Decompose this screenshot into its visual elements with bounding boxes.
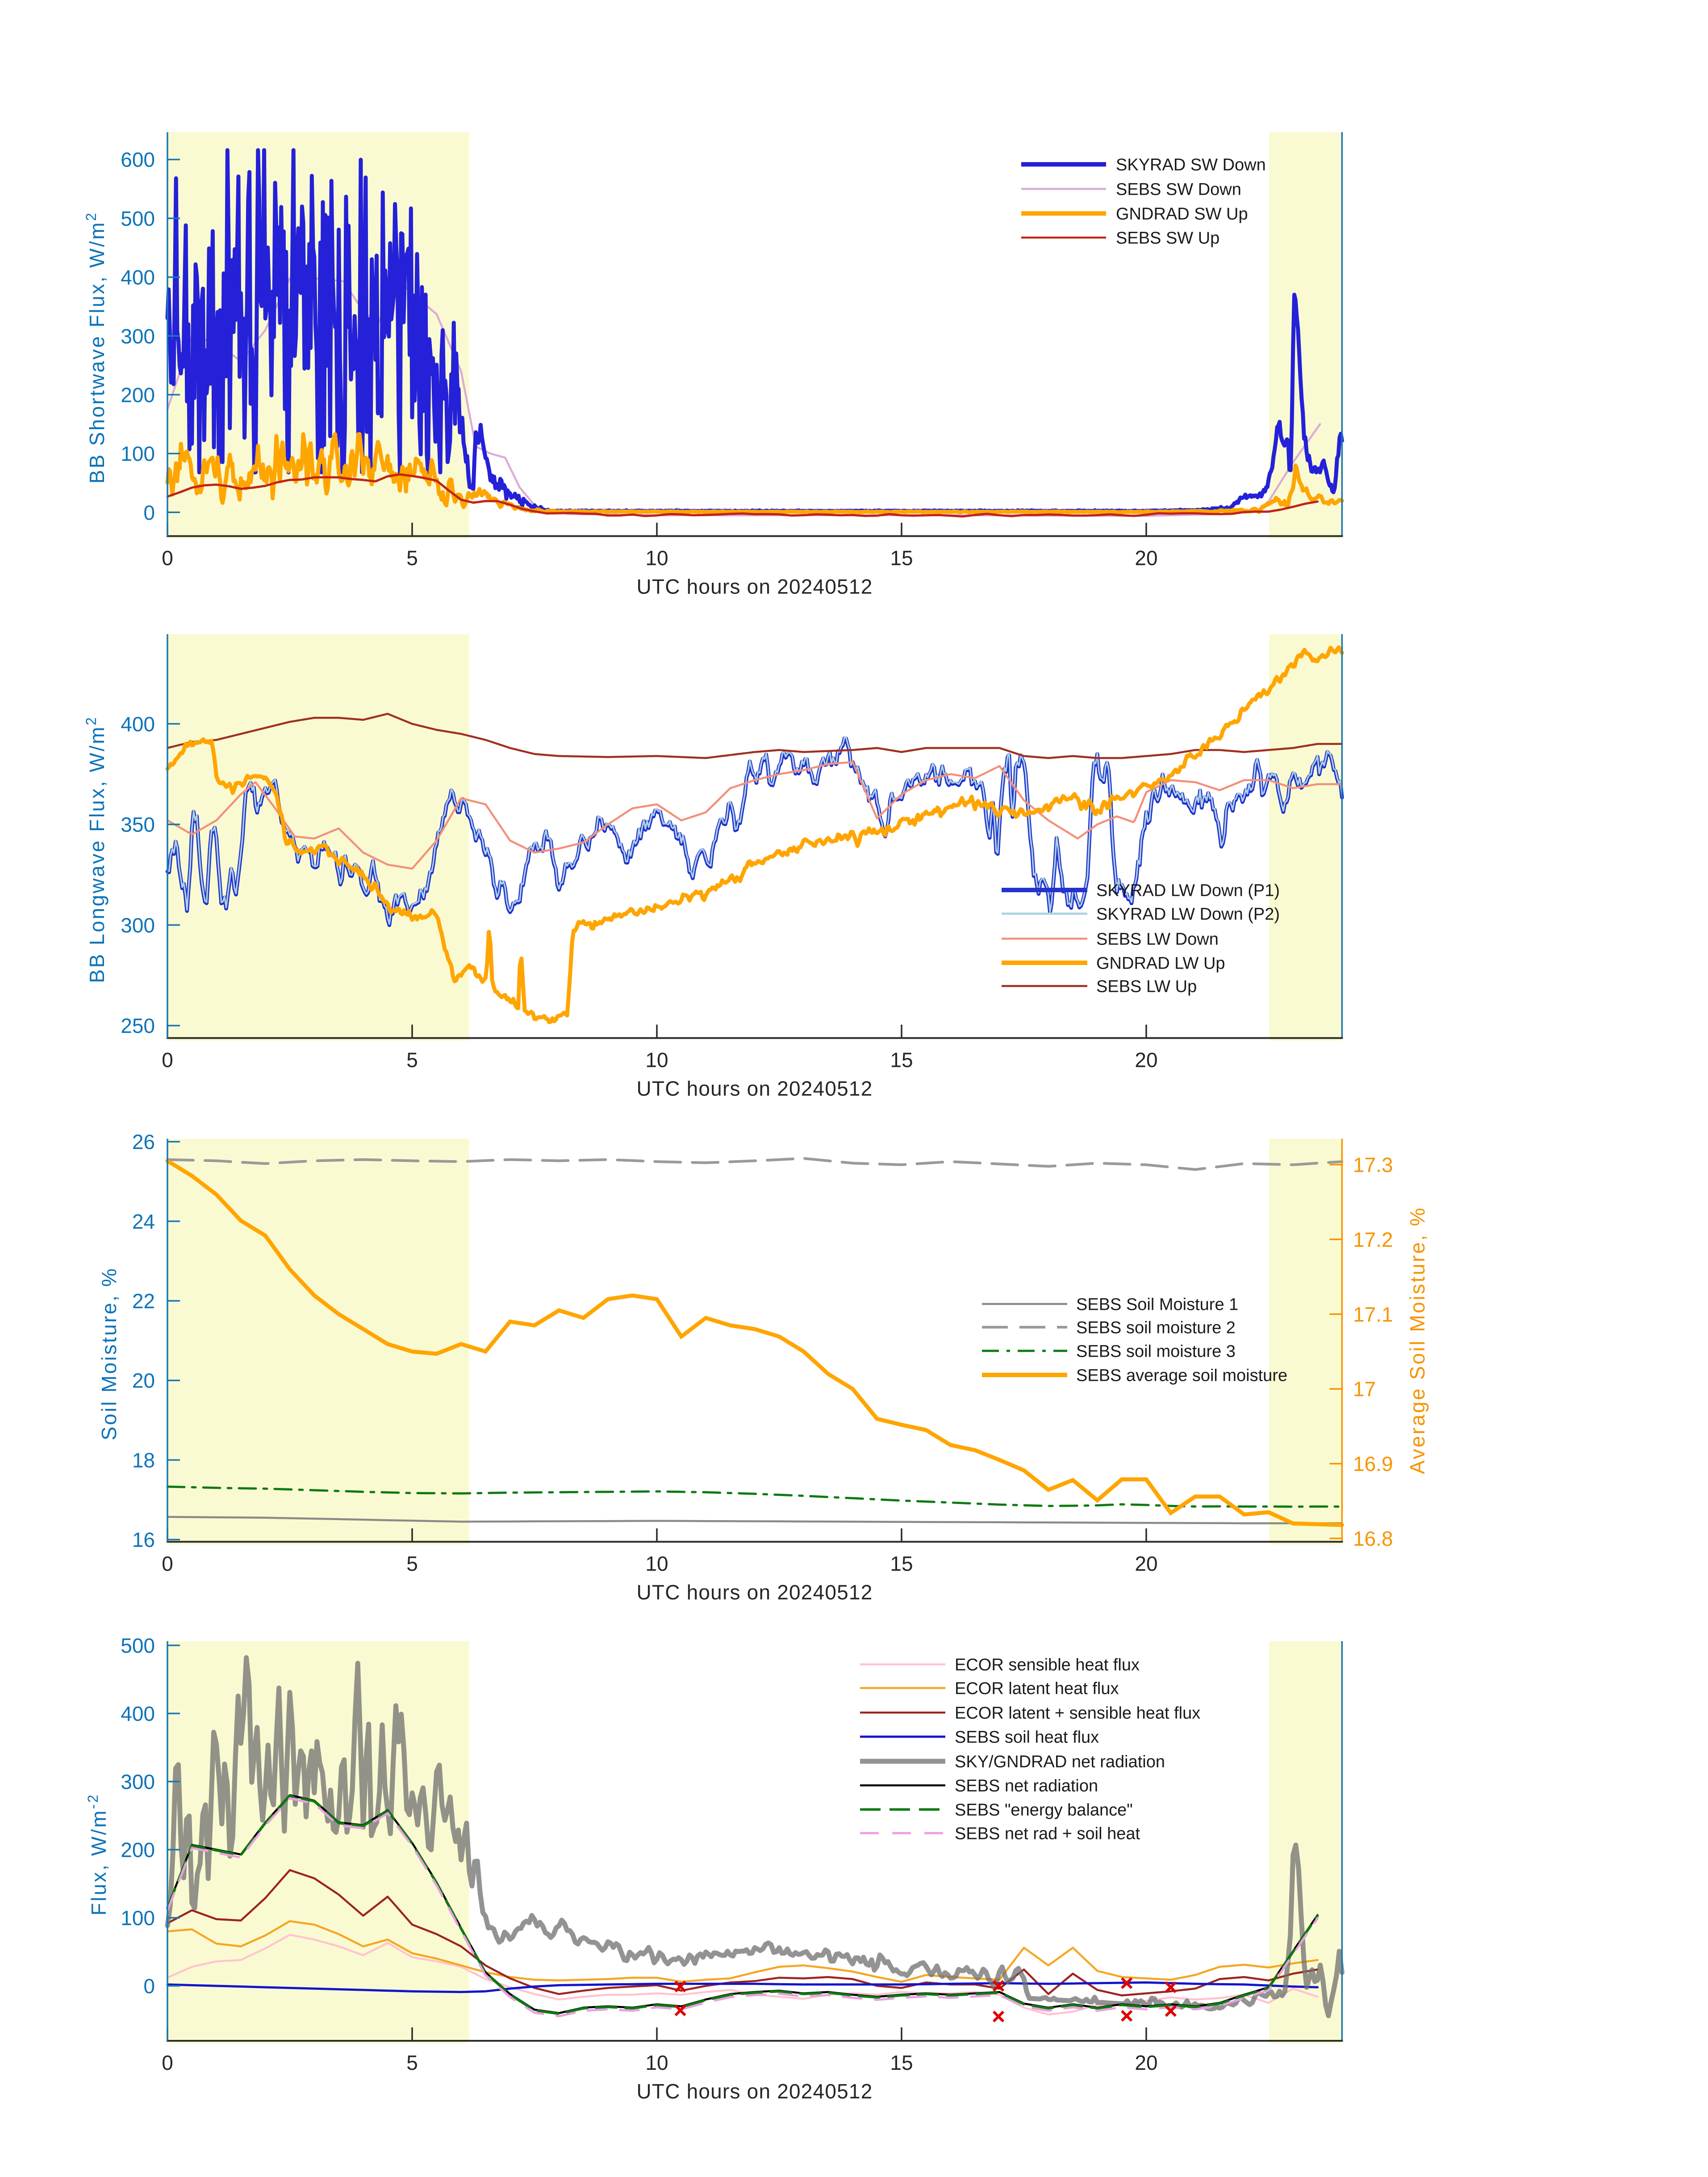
svg-text:Flux, W/m-2: Flux, W/m-2 — [85, 1793, 110, 1916]
svg-text:SEBS soil heat flux: SEBS soil heat flux — [955, 1728, 1099, 1747]
svg-text:SEBS LW Up: SEBS LW Up — [1096, 978, 1197, 996]
svg-text:Average Soil Moisture, %: Average Soil Moisture, % — [1406, 1206, 1429, 1474]
svg-text:22: 22 — [132, 1290, 155, 1313]
svg-text:0: 0 — [162, 547, 173, 570]
svg-text:400: 400 — [121, 712, 155, 735]
svg-text:0: 0 — [162, 1049, 173, 1072]
svg-text:SEBS LW Down: SEBS LW Down — [1096, 930, 1219, 949]
svg-text:UTC hours on 20240512: UTC hours on 20240512 — [637, 1581, 873, 1604]
svg-text:10: 10 — [645, 2051, 668, 2074]
svg-text:20: 20 — [1135, 2051, 1157, 2074]
svg-text:BB Longwave Flux, W/m2: BB Longwave Flux, W/m2 — [83, 716, 109, 983]
svg-text:20: 20 — [1135, 1552, 1157, 1575]
svg-text:SEBS Soil Moisture 1: SEBS Soil Moisture 1 — [1076, 1295, 1238, 1314]
svg-text:SEBS "energy balance": SEBS "energy balance" — [955, 1801, 1133, 1820]
svg-text:5: 5 — [406, 1552, 418, 1575]
svg-text:500: 500 — [121, 207, 155, 230]
svg-text:300: 300 — [121, 325, 155, 348]
svg-text:SEBS SW Down: SEBS SW Down — [1116, 180, 1241, 199]
svg-text:GNDRAD LW Up: GNDRAD LW Up — [1096, 954, 1225, 973]
svg-text:10: 10 — [645, 1049, 668, 1072]
svg-text:SEBS average soil moisture: SEBS average soil moisture — [1076, 1366, 1287, 1385]
svg-text:SKYRAD SW Down: SKYRAD SW Down — [1116, 156, 1266, 175]
svg-text:0: 0 — [143, 501, 155, 524]
svg-text:17.1: 17.1 — [1353, 1303, 1393, 1326]
svg-text:SKYRAD LW Down (P1): SKYRAD LW Down (P1) — [1096, 882, 1280, 900]
svg-text:BB Shortwave Flux, W/m2: BB Shortwave Flux, W/m2 — [83, 211, 109, 484]
svg-text:400: 400 — [121, 1702, 155, 1726]
svg-text:100: 100 — [121, 1906, 155, 1930]
svg-text:300: 300 — [121, 1770, 155, 1793]
svg-text:26: 26 — [132, 1130, 155, 1153]
svg-text:20: 20 — [1135, 547, 1157, 570]
svg-text:SEBS soil moisture 2: SEBS soil moisture 2 — [1076, 1319, 1236, 1337]
svg-text:18: 18 — [132, 1449, 155, 1472]
svg-text:SEBS net rad + soil heat: SEBS net rad + soil heat — [955, 1825, 1140, 1843]
svg-text:5: 5 — [406, 547, 418, 570]
svg-text:200: 200 — [121, 1839, 155, 1862]
svg-text:17.2: 17.2 — [1353, 1228, 1393, 1251]
svg-text:300: 300 — [121, 914, 155, 937]
svg-text:GNDRAD SW Up: GNDRAD SW Up — [1116, 205, 1248, 224]
svg-text:SEBS SW Up: SEBS SW Up — [1116, 229, 1219, 248]
svg-text:350: 350 — [121, 813, 155, 836]
svg-text:0: 0 — [162, 1552, 173, 1575]
svg-text:SEBS soil moisture 3: SEBS soil moisture 3 — [1076, 1342, 1236, 1361]
svg-text:600: 600 — [121, 148, 155, 171]
svg-text:400: 400 — [121, 266, 155, 289]
svg-text:ECOR latent + sensible heat fl: ECOR latent + sensible heat flux — [955, 1704, 1200, 1723]
svg-text:15: 15 — [890, 1552, 913, 1575]
svg-text:16.8: 16.8 — [1353, 1527, 1393, 1550]
svg-text:0: 0 — [162, 2051, 173, 2074]
svg-text:ECOR sensible heat flux: ECOR sensible heat flux — [955, 1656, 1140, 1675]
svg-text:SKY/GNDRAD net radiation: SKY/GNDRAD net radiation — [955, 1753, 1165, 1772]
svg-text:15: 15 — [890, 1049, 913, 1072]
svg-text:20: 20 — [1135, 1049, 1157, 1072]
svg-text:16.9: 16.9 — [1353, 1452, 1393, 1475]
svg-text:Soil Moisture, %: Soil Moisture, % — [97, 1267, 121, 1440]
svg-text:200: 200 — [121, 383, 155, 406]
svg-text:500: 500 — [121, 1634, 155, 1657]
svg-text:250: 250 — [121, 1014, 155, 1037]
svg-text:15: 15 — [890, 547, 913, 570]
svg-text:15: 15 — [890, 2051, 913, 2074]
svg-text:5: 5 — [406, 2051, 418, 2074]
svg-text:ECOR latent heat flux: ECOR latent heat flux — [955, 1680, 1119, 1698]
svg-text:5: 5 — [406, 1049, 418, 1072]
svg-text:SKYRAD LW Down (P2): SKYRAD LW Down (P2) — [1096, 905, 1280, 924]
svg-text:0: 0 — [143, 1975, 155, 1998]
svg-text:UTC hours on 20240512: UTC hours on 20240512 — [637, 1077, 873, 1100]
svg-text:UTC hours on 20240512: UTC hours on 20240512 — [637, 2080, 873, 2103]
svg-text:10: 10 — [645, 1552, 668, 1575]
svg-text:17: 17 — [1353, 1378, 1376, 1401]
svg-text:100: 100 — [121, 442, 155, 465]
svg-text:20: 20 — [132, 1369, 155, 1392]
svg-text:16: 16 — [132, 1528, 155, 1551]
svg-text:24: 24 — [132, 1210, 155, 1233]
svg-text:10: 10 — [645, 547, 668, 570]
svg-text:SEBS net radiation: SEBS net radiation — [955, 1777, 1098, 1796]
svg-text:17.3: 17.3 — [1353, 1153, 1393, 1177]
svg-text:UTC hours on 20240512: UTC hours on 20240512 — [637, 575, 873, 598]
